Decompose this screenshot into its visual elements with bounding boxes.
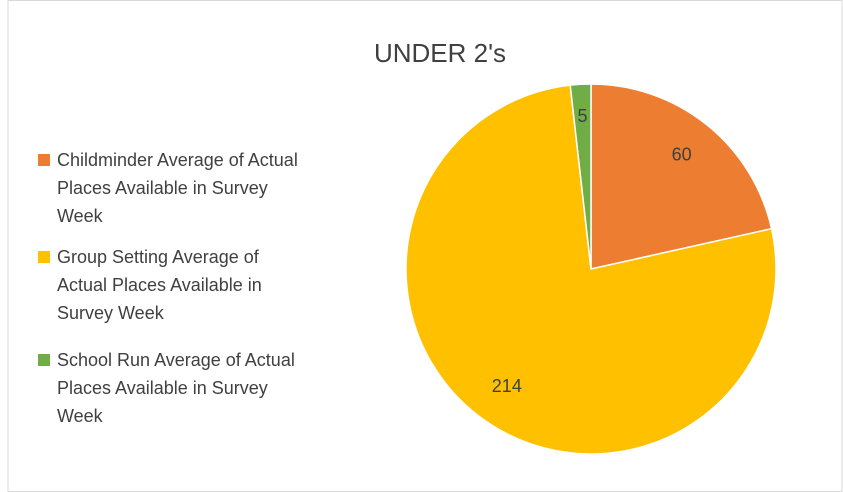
pie-slice (590, 83, 773, 270)
pie-slice (405, 84, 777, 455)
data-label: 5 (577, 106, 587, 126)
legend-swatch (38, 251, 50, 263)
legend-swatch (38, 354, 50, 366)
legend-item: Group Setting Average of Actual Places A… (38, 243, 308, 327)
pie-slice (569, 83, 592, 270)
chart-title: UNDER 2's (374, 38, 506, 68)
legend-label: Childminder Average of Actual Places Ava… (57, 150, 298, 226)
data-label: 60 (672, 145, 692, 165)
legend-swatch (38, 154, 50, 166)
data-label: 214 (492, 376, 522, 396)
legend-item: Childminder Average of Actual Places Ava… (38, 146, 308, 230)
legend-label: Group Setting Average of Actual Places A… (57, 247, 262, 323)
legend-label: School Run Average of Actual Places Avai… (57, 350, 295, 426)
legend-item: School Run Average of Actual Places Avai… (38, 346, 308, 430)
